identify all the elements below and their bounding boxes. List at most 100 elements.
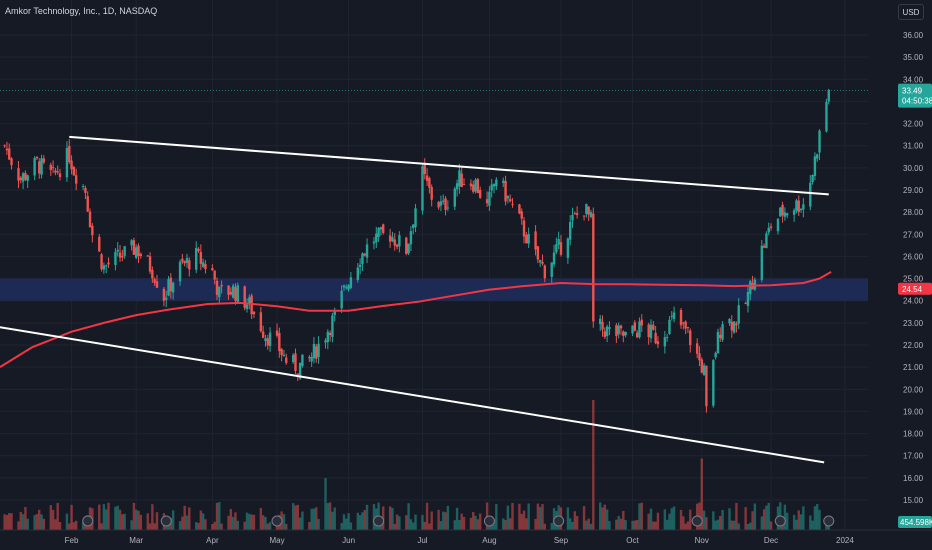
price-tick-label: 16.00 — [903, 474, 924, 483]
volume-bar — [218, 502, 221, 530]
price-tick-label: 25.00 — [903, 275, 924, 284]
time-axis[interactable]: Feb Mar Apr May Jun Jul Aug Sep Oct Nov Dec 2024 — [0, 529, 932, 550]
volume-bar — [26, 518, 29, 530]
candle-body — [536, 246, 540, 260]
candle-body — [26, 175, 29, 181]
volume-tag — [898, 516, 932, 528]
volume-bar — [49, 505, 52, 530]
candle-body — [552, 252, 556, 265]
volume-bar — [633, 520, 637, 530]
candle-body — [282, 354, 286, 357]
event-marker-icon — [823, 515, 835, 527]
candle-body — [183, 261, 186, 264]
volume-bar — [234, 512, 237, 530]
candle-body — [647, 324, 650, 338]
candle-body — [153, 279, 156, 283]
candle-body — [181, 258, 184, 262]
volume-bar — [670, 508, 673, 530]
candle-body — [575, 213, 579, 215]
volume-bar — [42, 518, 46, 530]
candle-body — [107, 262, 110, 265]
candle-body — [622, 331, 625, 336]
volume-bar — [282, 514, 286, 530]
candle-body — [72, 167, 76, 176]
volume-bar — [56, 502, 59, 530]
volume-bar — [538, 507, 542, 530]
volume-bar — [294, 505, 297, 530]
price-tick-label: 26.00 — [903, 252, 924, 261]
volume-bar — [70, 504, 73, 530]
candle-body — [592, 213, 595, 322]
candle-body — [601, 321, 604, 330]
volume-bar — [492, 519, 496, 530]
event-marker-icon — [373, 515, 385, 527]
volume-bar — [331, 511, 334, 530]
volume-bar — [536, 503, 540, 530]
candle-body — [3, 145, 6, 147]
candle-body — [663, 337, 667, 347]
candle-body — [165, 297, 168, 300]
candle-body — [275, 330, 279, 336]
price-tick-label: 34.00 — [903, 75, 924, 84]
candle-body — [70, 160, 73, 170]
volume-bar — [393, 523, 396, 530]
volume-bar — [8, 513, 11, 530]
candle-body — [813, 156, 817, 176]
volume-bar — [700, 458, 703, 530]
candle-body — [135, 247, 138, 258]
candle-body — [56, 171, 59, 173]
price-tick-label: 31.00 — [903, 142, 924, 151]
volume-bar — [635, 519, 639, 530]
price-axis[interactable]: 15.00 16.00 17.00 18.00 19.00 20.00 21.00 22.00… — [868, 0, 932, 550]
volume-bar — [502, 518, 505, 530]
candle-body — [162, 288, 166, 301]
candle-body — [345, 287, 348, 289]
candle-body — [478, 190, 482, 198]
candle-body — [340, 290, 343, 309]
candle-body — [220, 284, 223, 287]
candle-body — [769, 226, 773, 228]
candle-body — [566, 238, 570, 258]
candle-body — [296, 373, 299, 376]
volume-bar — [573, 511, 577, 530]
candle-body — [455, 183, 459, 190]
volume-bar — [520, 513, 523, 530]
candle-body — [638, 321, 641, 338]
candle-body — [525, 234, 528, 244]
volume-bar — [388, 506, 392, 530]
volume-bar — [213, 521, 216, 530]
volume-bar — [139, 514, 143, 530]
candle-body — [68, 146, 71, 163]
volume-bar — [818, 509, 821, 530]
volume-bar — [345, 518, 348, 530]
volume-bar — [308, 521, 311, 530]
candle-body — [649, 324, 653, 339]
candle-body — [211, 268, 214, 271]
candle-body — [98, 236, 101, 252]
candle-body — [573, 213, 577, 215]
candle-body — [825, 102, 828, 132]
volume-bar — [767, 502, 770, 530]
currency-button[interactable]: USD — [898, 4, 924, 20]
volume-bar — [809, 515, 812, 530]
candle-body — [388, 235, 392, 242]
candle-body — [252, 311, 256, 315]
volume-bar — [622, 510, 625, 530]
price-tick-label: 36.00 — [903, 31, 924, 40]
candle-body — [328, 332, 332, 335]
volume-bar — [472, 512, 475, 530]
volume-bar — [751, 511, 754, 530]
volume-bar — [312, 508, 316, 530]
volume-bar — [663, 509, 667, 530]
volume-bar — [760, 516, 764, 530]
volume-bar — [446, 505, 450, 530]
candle-body — [624, 331, 627, 336]
volume-bar — [412, 522, 415, 530]
volume-bar — [74, 520, 78, 530]
candle-body — [705, 365, 708, 407]
volume-bar — [585, 520, 588, 530]
volume-bar — [40, 514, 43, 530]
candle-body — [268, 332, 272, 347]
volume-bar — [268, 522, 272, 530]
